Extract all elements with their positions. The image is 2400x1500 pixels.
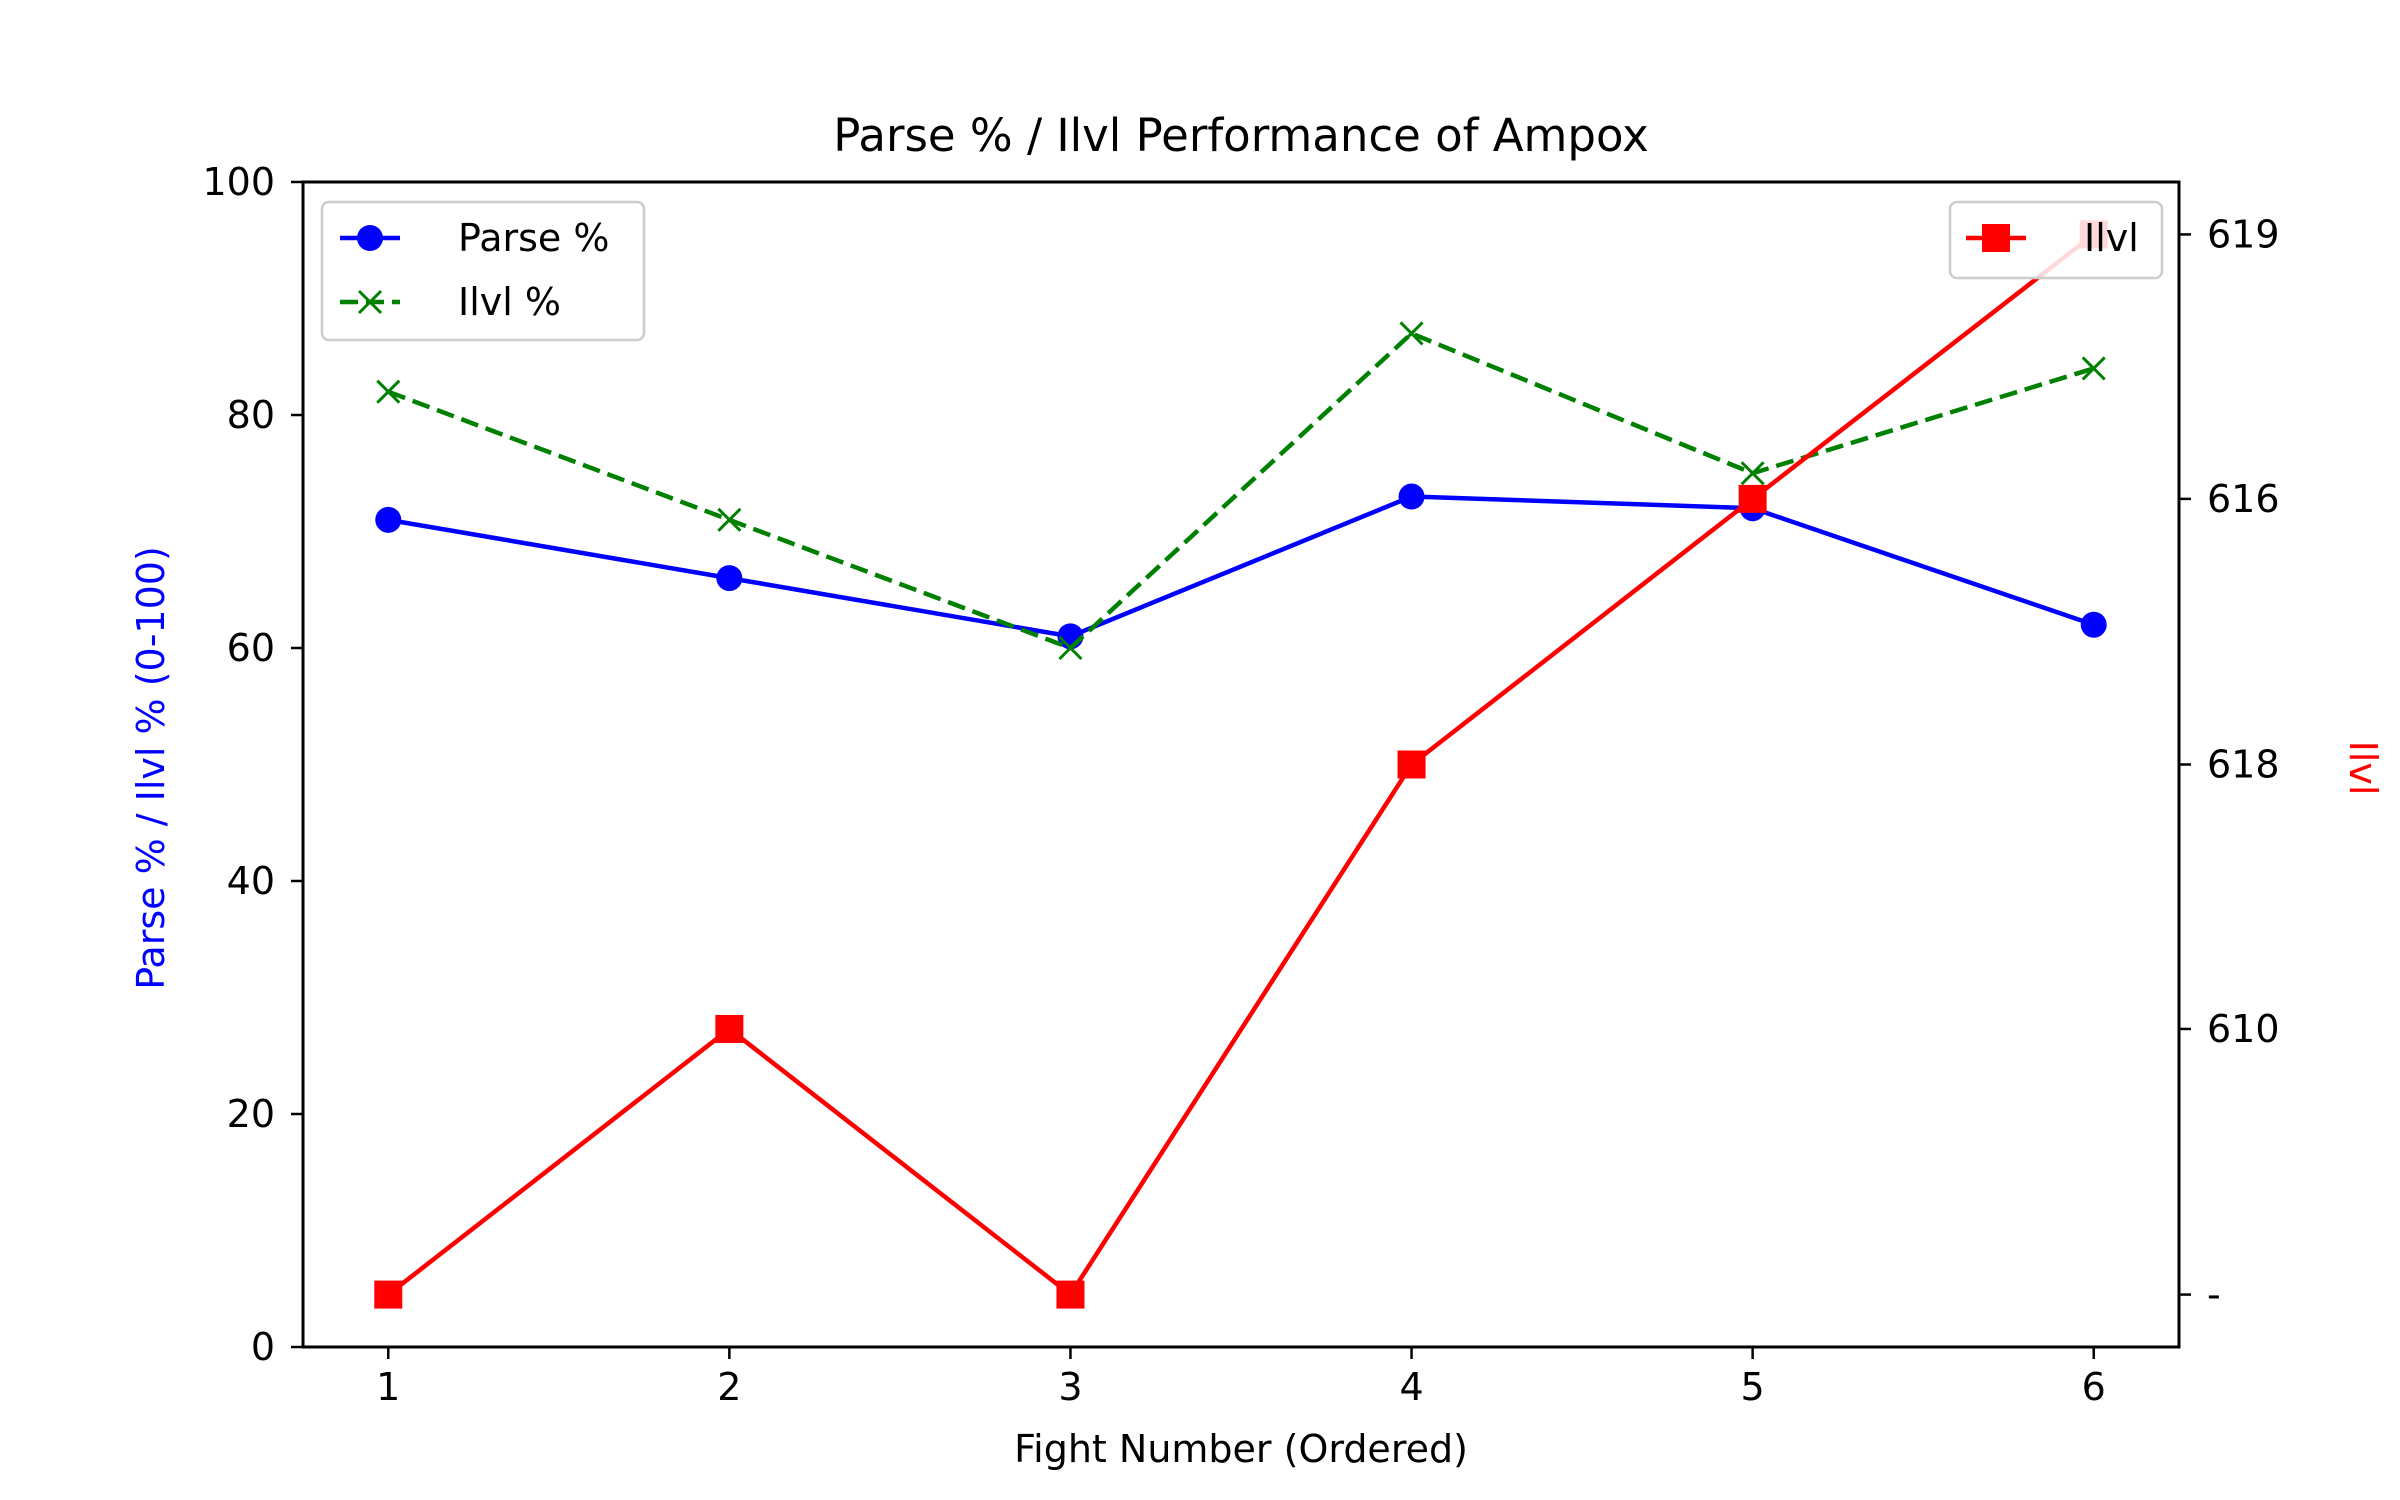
x-tick-label: 5	[1741, 1365, 1765, 1409]
legend-marker	[357, 289, 383, 315]
data-point-ilvl	[376, 379, 401, 404]
legend-label: Ilvl	[2084, 216, 2139, 260]
data-point-ilvl	[1058, 635, 1083, 661]
series-line-ilvl	[386, 232, 2096, 1297]
x-tick-label: 4	[1399, 1365, 1423, 1409]
y-axis-label-right: Ilvl	[2341, 741, 2385, 796]
data-point-ilvl	[1738, 484, 1767, 513]
x-axis-label: Fight Number (Ordered)	[1014, 1427, 1468, 1471]
y-tick-label-right: 618	[2207, 743, 2280, 787]
y-tick-label-left: 20	[227, 1092, 275, 1136]
marker-stroke	[1399, 321, 1424, 346]
data-point-ilvl	[1399, 321, 1424, 346]
marker-stroke	[2081, 356, 2106, 381]
y-axis-label-left: Parse % / Ilvl % (0-100)	[129, 546, 173, 990]
data-point-parse	[1398, 483, 1425, 510]
data-point-ilvl	[1056, 1280, 1085, 1309]
data-point-ilvl	[715, 1014, 744, 1043]
legend-label: Parse %	[458, 216, 609, 260]
legend-right	[1948, 200, 2164, 280]
data-point-ilvl	[1740, 461, 1765, 486]
y-tick-label-left: 0	[251, 1325, 275, 1369]
x-tick-label: 3	[1058, 1365, 1082, 1409]
data-point-ilvl	[717, 507, 742, 532]
marker-stroke	[1058, 635, 1083, 661]
data-point-ilvl	[2081, 356, 2106, 381]
plot-area	[303, 182, 2179, 1347]
legend-marker	[357, 225, 383, 251]
y-tick-label-left: 80	[227, 393, 275, 437]
series-line-parse	[387, 494, 2095, 639]
y-tick-label-right: 610	[2207, 1007, 2280, 1051]
y-tick-label-right: 616	[2207, 477, 2280, 521]
marker-stroke	[376, 379, 401, 404]
legend-left	[320, 200, 646, 342]
y-tick-label-right: -	[2207, 1273, 2221, 1317]
data-point-ilvl	[374, 1280, 403, 1309]
chart-title: Parse % / Ilvl Performance of Ampox	[833, 109, 1648, 162]
marker-stroke	[1740, 461, 1765, 486]
y-tick-label-left: 60	[227, 626, 275, 670]
legend-label: Ilvl %	[458, 280, 561, 324]
y-tick-label-left: 40	[227, 859, 275, 903]
y-tick-label-left: 100	[202, 160, 275, 204]
x-tick-label: 1	[376, 1365, 400, 1409]
legend-marker	[1982, 224, 2010, 252]
data-point-parse	[716, 565, 743, 592]
data-point-parse	[2080, 611, 2107, 638]
marker-stroke	[717, 507, 742, 532]
marker-stroke	[357, 289, 383, 315]
x-tick-label: 2	[717, 1365, 741, 1409]
data-point-ilvl	[1397, 750, 1426, 779]
y-tick-label-right: 619	[2207, 212, 2280, 256]
x-tick-label: 6	[2082, 1365, 2106, 1409]
data-point-parse	[375, 506, 402, 533]
